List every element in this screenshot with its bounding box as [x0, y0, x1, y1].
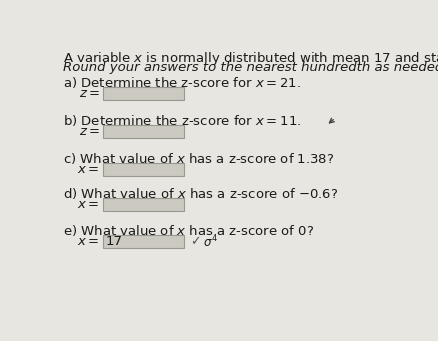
Text: $x =$: $x =$ [77, 163, 99, 176]
Text: $\sigma^4$: $\sigma^4$ [202, 233, 217, 250]
Text: A variable $x$ is normally distributed with mean 17 and standard deviation 8: A variable $x$ is normally distributed w… [63, 50, 438, 67]
Text: $z =$: $z =$ [78, 125, 99, 138]
Text: Round your answers to the nearest hundredth as needed.: Round your answers to the nearest hundre… [63, 61, 438, 74]
Text: $z =$: $z =$ [78, 87, 99, 100]
FancyBboxPatch shape [102, 87, 184, 100]
FancyBboxPatch shape [102, 198, 184, 211]
Text: $x =$: $x =$ [77, 235, 99, 248]
Text: $x =$: $x =$ [77, 198, 99, 211]
FancyBboxPatch shape [102, 125, 184, 138]
Text: ✓: ✓ [190, 235, 201, 248]
Text: d) What value of $x$ has a z-score of $-0.6$?: d) What value of $x$ has a z-score of $-… [63, 186, 337, 201]
Text: 17: 17 [106, 235, 123, 248]
FancyBboxPatch shape [102, 163, 184, 176]
Text: e) What value of $x$ has a z-score of 0?: e) What value of $x$ has a z-score of 0? [63, 223, 313, 238]
Text: b) Determine the z-score for $x = 11$.: b) Determine the z-score for $x = 11$. [63, 113, 300, 128]
FancyBboxPatch shape [102, 235, 184, 248]
Text: a) Determine the z-score for $x = 21$.: a) Determine the z-score for $x = 21$. [63, 75, 300, 90]
Text: c) What value of $x$ has a z-score of 1.38?: c) What value of $x$ has a z-score of 1.… [63, 151, 333, 166]
